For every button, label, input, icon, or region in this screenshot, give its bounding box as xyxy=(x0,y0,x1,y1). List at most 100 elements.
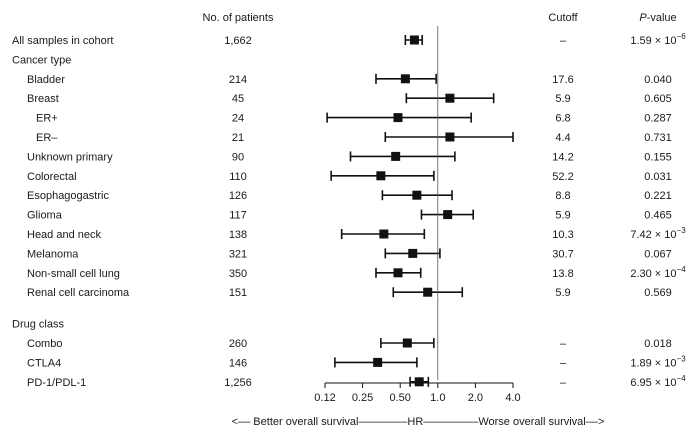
row-pvalue: 7.42 × 10−3 xyxy=(630,226,686,241)
row-patients: 151 xyxy=(229,287,247,299)
row-pvalue-exponent: −3 xyxy=(677,354,687,363)
row-cutoff: 30.7 xyxy=(552,248,573,260)
group-header: Cancer type xyxy=(12,54,71,66)
row-label: Melanoma xyxy=(27,248,79,260)
row-pvalue-base: 0.155 xyxy=(644,151,672,163)
row-patients: 138 xyxy=(229,229,247,241)
row-pvalue: 1.59 × 10−6 xyxy=(630,32,686,47)
column-headers: No. of patients Cutoff P-value xyxy=(203,12,677,24)
row-pvalue-exponent: −6 xyxy=(677,32,687,41)
row-patients: 21 xyxy=(232,132,244,144)
row-patients: 45 xyxy=(232,93,244,105)
hr-point xyxy=(379,229,389,239)
row-label: Unknown primary xyxy=(27,151,113,163)
x-tick-label: 2.0 xyxy=(468,392,483,404)
row-cutoff: 5.9 xyxy=(555,93,570,105)
header-pvalue-rest: -value xyxy=(647,12,677,24)
hr-point xyxy=(393,113,403,123)
row-pvalue-base: 0.569 xyxy=(644,287,672,299)
row-cutoff: 8.8 xyxy=(555,190,570,202)
row-label: Colorectal xyxy=(27,171,77,183)
row-patients: 146 xyxy=(229,357,247,369)
row-pvalue: 0.605 xyxy=(644,93,672,105)
hr-point xyxy=(400,74,410,84)
row-pvalue-base: 0.605 xyxy=(644,93,672,105)
forest-marks xyxy=(326,26,514,387)
row-pvalue-base: 7.42 × 10 xyxy=(630,229,676,241)
header-patients: No. of patients xyxy=(203,12,274,24)
hr-point xyxy=(373,357,383,367)
row-patients: 126 xyxy=(229,190,247,202)
row-pvalue: 0.731 xyxy=(644,132,672,144)
row-label: CTLA4 xyxy=(27,357,61,369)
row-pvalue: 6.95 × 10−4 xyxy=(630,374,686,389)
row-cutoff: – xyxy=(560,357,567,369)
row-cutoff: 17.6 xyxy=(552,74,573,86)
x-axis: 0.12 0.25 0.50 1.0 2.0 4.0 xyxy=(314,382,521,404)
hr-point xyxy=(423,287,433,297)
row-patients: 1,256 xyxy=(224,377,252,389)
row-pvalue-exponent: −4 xyxy=(677,265,687,274)
header-cutoff: Cutoff xyxy=(548,12,578,24)
row-pvalue: 2.30 × 10−4 xyxy=(630,265,686,280)
row-pvalue-exponent: −3 xyxy=(677,226,687,235)
hr-point xyxy=(408,248,418,258)
row-label: All samples in cohort xyxy=(12,35,114,47)
x-tick-label: 0.12 xyxy=(314,392,335,404)
row-label: Combo xyxy=(27,338,62,350)
group-header: Drug class xyxy=(12,319,64,331)
row-cutoff: 52.2 xyxy=(552,171,573,183)
hr-point xyxy=(414,377,424,387)
row-label: Head and neck xyxy=(27,229,101,241)
row-pvalue: 0.018 xyxy=(644,338,672,350)
forest-rows: All samples in cohort 1,662 – 1.59 × 10−6 Ca… xyxy=(12,32,686,389)
row-cutoff: – xyxy=(560,377,567,389)
row-pvalue: 1.89 × 10−3 xyxy=(630,354,686,369)
row-cutoff: 5.9 xyxy=(555,210,570,222)
row-pvalue-base: 2.30 × 10 xyxy=(630,268,676,280)
hr-point xyxy=(445,132,455,142)
hr-point xyxy=(402,338,412,348)
row-patients: 350 xyxy=(229,268,247,280)
row-patients: 1,662 xyxy=(224,35,252,47)
row-cutoff: – xyxy=(560,338,567,350)
row-pvalue-base: 0.465 xyxy=(644,210,672,222)
row-cutoff: 5.9 xyxy=(555,287,570,299)
row-label: PD-1/PDL-1 xyxy=(27,377,86,389)
hr-point xyxy=(391,151,401,161)
row-pvalue-exponent: −4 xyxy=(677,374,687,383)
x-tick-label: 4.0 xyxy=(505,392,520,404)
row-label: ER+ xyxy=(36,113,58,125)
row-pvalue: 0.287 xyxy=(644,113,672,125)
hr-point xyxy=(443,210,453,220)
row-pvalue-base: 0.018 xyxy=(644,338,672,350)
row-pvalue-base: 6.95 × 10 xyxy=(630,377,676,389)
row-label: Esophagogastric xyxy=(27,190,109,202)
row-label: ER– xyxy=(36,132,58,144)
hr-point xyxy=(412,190,422,200)
row-patients: 24 xyxy=(232,113,244,125)
row-patients: 110 xyxy=(229,171,247,183)
row-label: Glioma xyxy=(27,210,63,222)
row-label: Non-small cell lung xyxy=(27,268,120,280)
hr-point xyxy=(376,171,386,181)
hr-point xyxy=(445,93,455,103)
row-pvalue-base: 1.59 × 10 xyxy=(630,35,676,47)
x-tick-label: 0.50 xyxy=(389,392,410,404)
row-cutoff: 13.8 xyxy=(552,268,573,280)
row-pvalue: 0.155 xyxy=(644,151,672,163)
hr-point xyxy=(393,268,403,278)
row-label: Bladder xyxy=(27,74,65,86)
row-pvalue: 0.040 xyxy=(644,74,672,86)
row-label: Breast xyxy=(27,93,59,105)
row-pvalue-base: 0.067 xyxy=(644,248,672,260)
axis-caption: <–– Better overall survival––––––––HR–––… xyxy=(232,416,605,428)
row-pvalue-base: 0.040 xyxy=(644,74,672,86)
x-tick-label: 0.25 xyxy=(352,392,373,404)
row-cutoff: 10.3 xyxy=(552,229,573,241)
row-pvalue: 0.221 xyxy=(644,190,672,202)
row-patients: 214 xyxy=(229,74,247,86)
header-pvalue: P-value xyxy=(639,12,676,24)
row-pvalue: 0.569 xyxy=(644,287,672,299)
